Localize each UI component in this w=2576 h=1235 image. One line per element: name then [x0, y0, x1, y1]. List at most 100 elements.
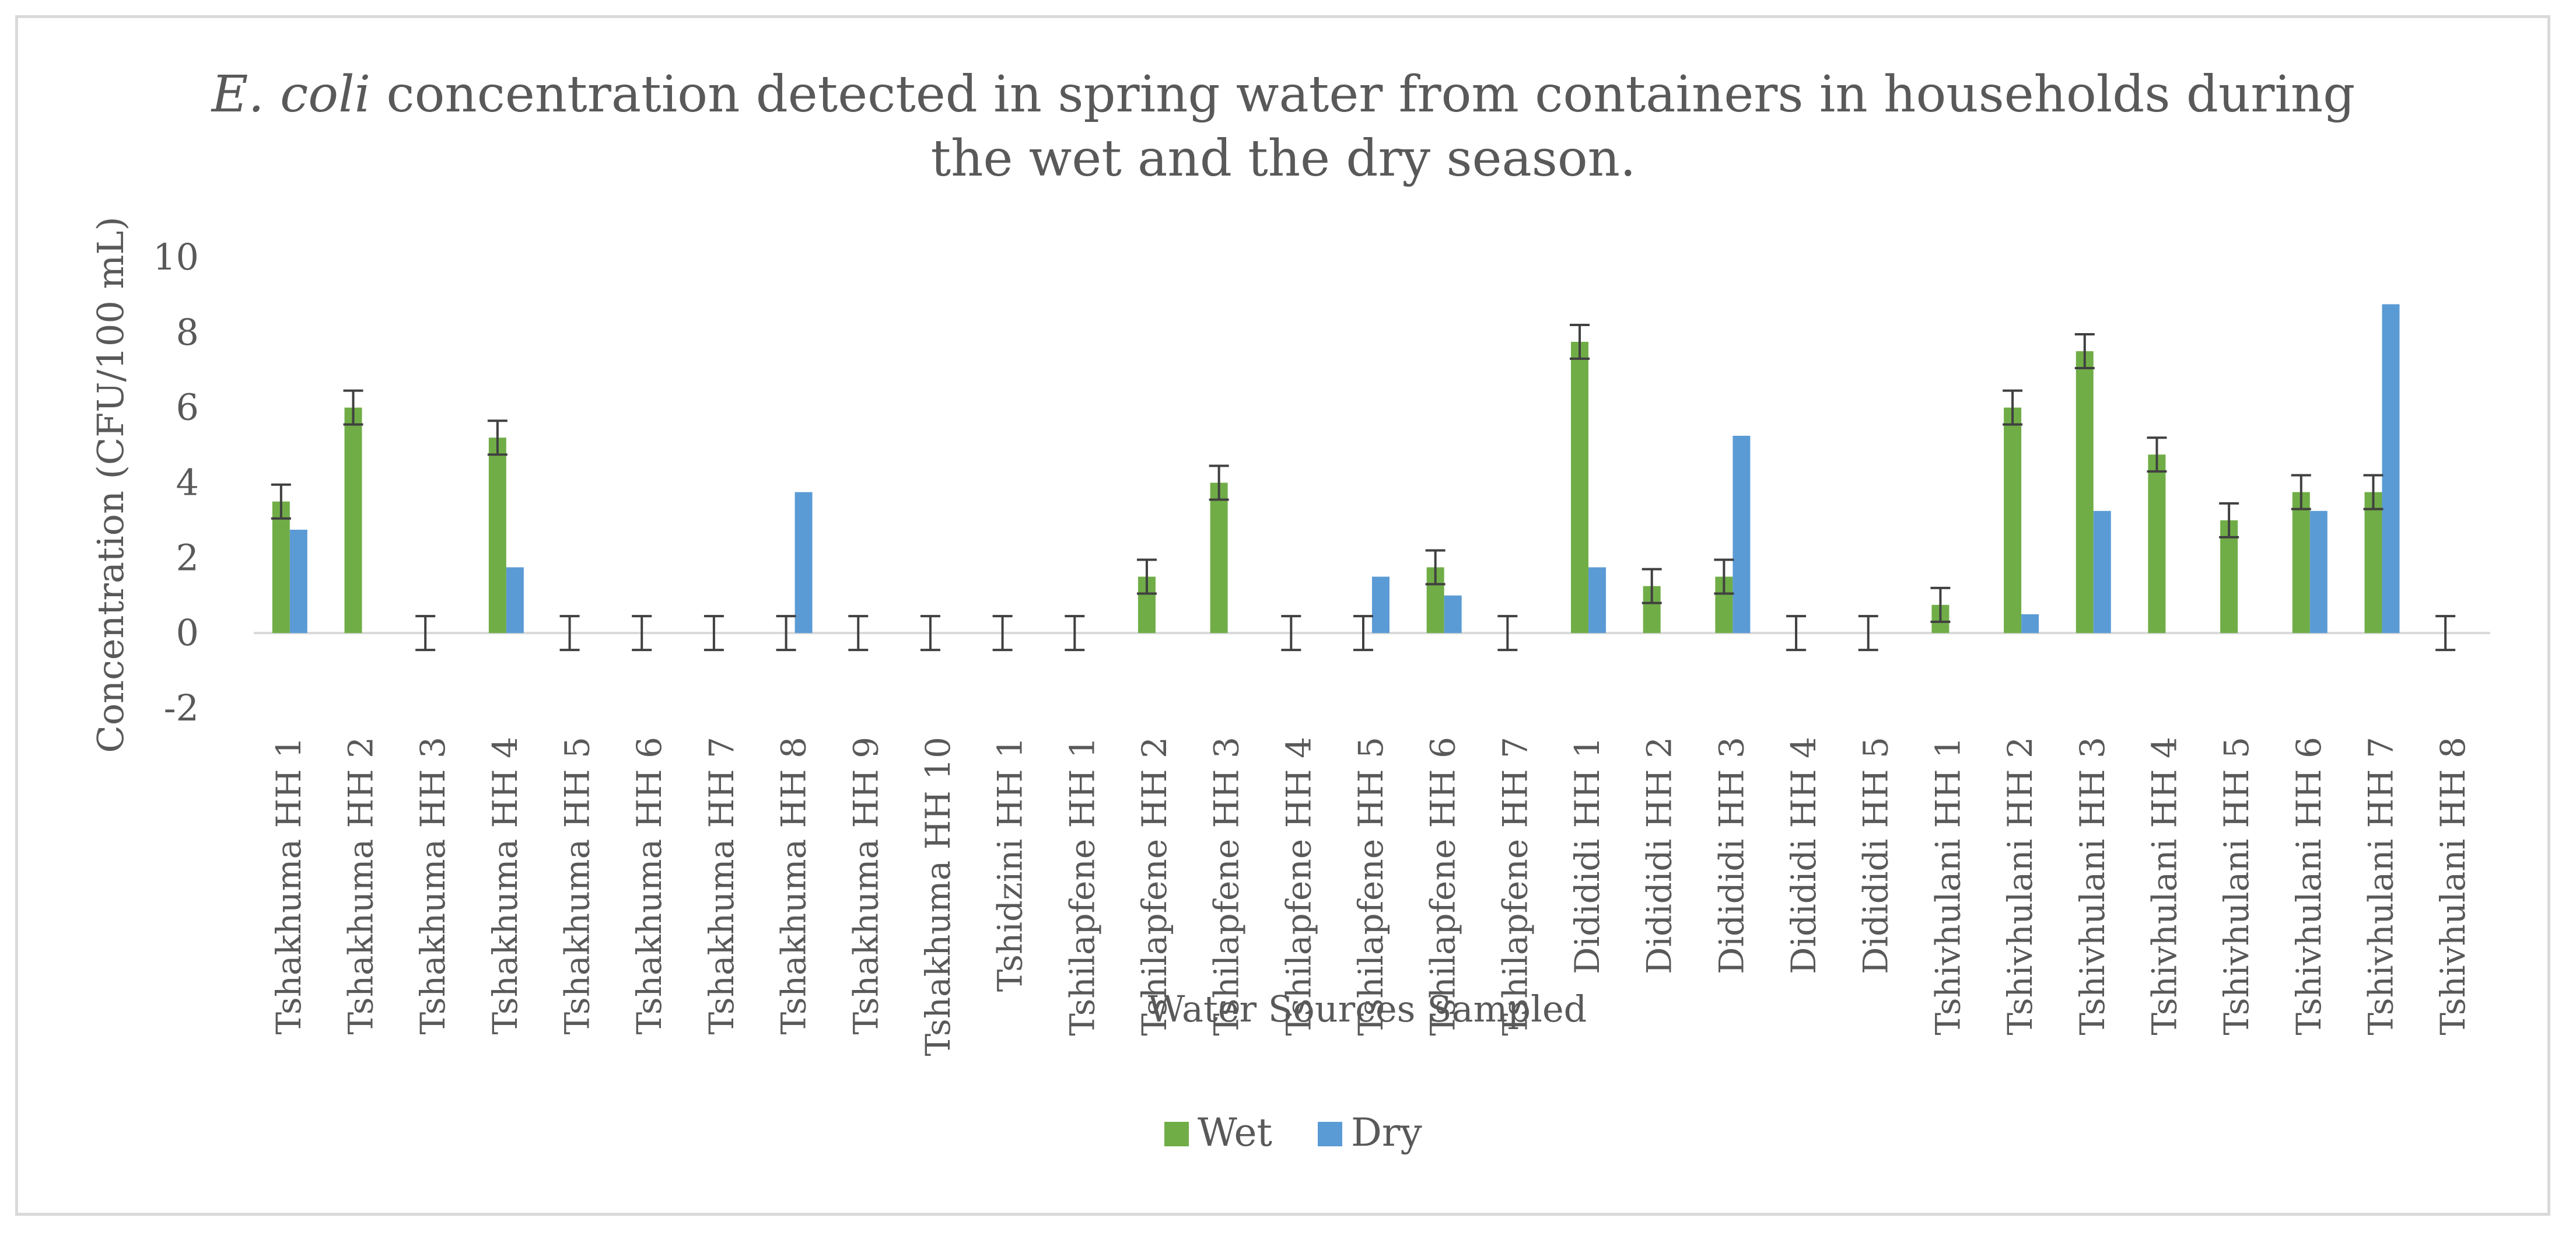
category-label: Tshilapfene HH 2	[1135, 737, 1174, 1036]
y-tick-label: 4	[176, 461, 199, 504]
category-label: Tshilapfene HH 4	[1279, 737, 1318, 1036]
chart-svg: E. coli concentration detected in spring…	[89, 65, 2490, 1155]
error-bar-wet	[2219, 502, 2239, 538]
y-tick-label: 8	[176, 311, 199, 354]
category-label: Tshivhulani HH 6	[2289, 737, 2329, 1035]
category-label: Tshivhulani HH 3	[2073, 737, 2112, 1035]
category-label: Tshakhuma HH 1	[269, 737, 309, 1035]
category-label: Tshakhuma HH 2	[341, 737, 381, 1035]
error-bar-wet	[920, 615, 940, 652]
bar-wet	[272, 501, 290, 634]
error-bar-wet	[1065, 615, 1085, 652]
bar-dry	[506, 567, 524, 634]
error-bar-wet	[1930, 586, 1951, 623]
legend: Wet Dry	[1164, 1110, 1422, 1155]
error-bar-wet	[1353, 615, 1373, 652]
error-bar-wet	[1642, 568, 1662, 604]
category-label: Tshakhuma HH 8	[774, 737, 814, 1035]
y-tick-label: 10	[153, 236, 199, 278]
error-bar-wet	[1497, 615, 1518, 652]
category-label: Tshilapfene HH 3	[1207, 737, 1247, 1036]
legend-swatch-wet	[1164, 1122, 1189, 1146]
error-bar-wet	[1136, 558, 1157, 595]
error-bar-wet	[1281, 615, 1301, 652]
error-bar-wet	[1714, 558, 1734, 595]
category-labels: Tshakhuma HH 1 Tshakhuma HH 2 Tshakhuma HH…	[269, 737, 2473, 1056]
category-label: Tshivhulani HH 7	[2361, 737, 2400, 1035]
y-tick-label: 0	[176, 611, 199, 654]
bar-dry	[1444, 595, 1462, 634]
bar-wet	[2220, 520, 2238, 634]
title-italic: E. coli	[211, 65, 370, 124]
category-label: Tshivhulani HH 4	[2144, 737, 2184, 1035]
category-label: Tshilapfene HH 5	[1351, 737, 1391, 1036]
error-bar-wet	[1425, 549, 1446, 586]
category-label: Tshivhulani HH 8	[2433, 737, 2473, 1035]
error-bar-wet	[559, 615, 580, 652]
error-bar-wet	[776, 615, 796, 652]
y-tick-labels: 10 8 6 4 2 0 -2	[153, 236, 199, 729]
bar-wet	[344, 407, 362, 634]
chart-frame: E. coli concentration detected in spring…	[15, 15, 2550, 1216]
error-bar-wet	[2074, 333, 2095, 370]
category-label: Tshivhulani HH 2	[2000, 737, 2040, 1035]
bar-dry	[1372, 576, 1390, 634]
error-bar-wet	[415, 615, 436, 652]
bar-dry	[2021, 614, 2039, 634]
y-axis-label: Concentration (CFU/100 mL)	[89, 216, 132, 753]
category-label: Didididi HH 3	[1712, 737, 1751, 974]
bar-wet	[2076, 351, 2094, 634]
bar-wet	[2364, 492, 2382, 634]
error-bar-wet	[271, 483, 291, 520]
legend-label-dry: Dry	[1351, 1110, 1422, 1155]
bar-wet	[1210, 482, 1228, 634]
category-label: Tshakhuma HH 4	[485, 737, 525, 1035]
bar-dry	[794, 492, 813, 634]
legend-label-wet: Wet	[1198, 1110, 1272, 1155]
title-rest: concentration detected in spring water f…	[370, 65, 2355, 124]
category-label: Tshakhuma HH 9	[846, 737, 886, 1035]
bar-dry	[289, 530, 307, 634]
category-label: Tshakhuma HH 6	[629, 737, 669, 1035]
bar-dry	[2309, 510, 2328, 634]
error-bar-wet	[1570, 323, 1590, 360]
bars-group	[272, 304, 2400, 634]
category-label: Didididi HH 4	[1784, 737, 1824, 974]
category-label: Tshidzini HH 1	[991, 737, 1030, 992]
category-label: Tshakhuma HH 3	[413, 737, 453, 1035]
error-bar-wet	[2435, 615, 2456, 652]
bar-dry	[1588, 567, 1606, 634]
category-label: Didididi HH 5	[1856, 737, 1896, 974]
x-axis-label: Water Sources Sampled	[1148, 988, 1587, 1030]
bar-wet	[2292, 492, 2310, 634]
error-bar-wet	[343, 389, 363, 426]
bar-wet	[1571, 341, 1589, 634]
error-bar-wet	[2147, 436, 2167, 473]
bar-dry	[2093, 510, 2111, 634]
y-tick-label: 2	[176, 536, 199, 579]
category-label: Tshivhulani HH 1	[1928, 737, 1968, 1035]
bar-dry	[1732, 435, 1751, 634]
category-label: Didididi HH 2	[1640, 737, 1679, 974]
category-label: Tshilapfene HH 6	[1423, 737, 1463, 1036]
chart-title-line1: E. coli concentration detected in spring…	[211, 65, 2356, 124]
category-label: Didididi HH 1	[1567, 737, 1607, 974]
chart-title-line2: the wet and the dry season.	[931, 130, 1636, 188]
error-bar-wet	[2363, 474, 2384, 510]
error-bar-wet	[1786, 615, 1807, 652]
error-bars-group	[271, 323, 2456, 652]
bar-wet	[2004, 407, 2022, 634]
legend-swatch-dry	[1318, 1122, 1342, 1146]
bar-wet	[2148, 454, 2166, 634]
error-bar-wet	[848, 615, 869, 652]
category-label: Tshakhuma HH 7	[702, 737, 741, 1035]
y-tick-label: -2	[164, 687, 199, 729]
bar-wet	[488, 438, 506, 634]
error-bar-wet	[487, 419, 508, 456]
error-bar-wet	[704, 615, 724, 652]
error-bar-wet	[1209, 464, 1229, 501]
error-bar-wet	[2291, 474, 2311, 510]
category-label: Tshakhuma HH 10	[918, 737, 958, 1056]
bar-dry	[2382, 304, 2400, 634]
category-label: Tshilapfene HH 1	[1062, 737, 1102, 1036]
